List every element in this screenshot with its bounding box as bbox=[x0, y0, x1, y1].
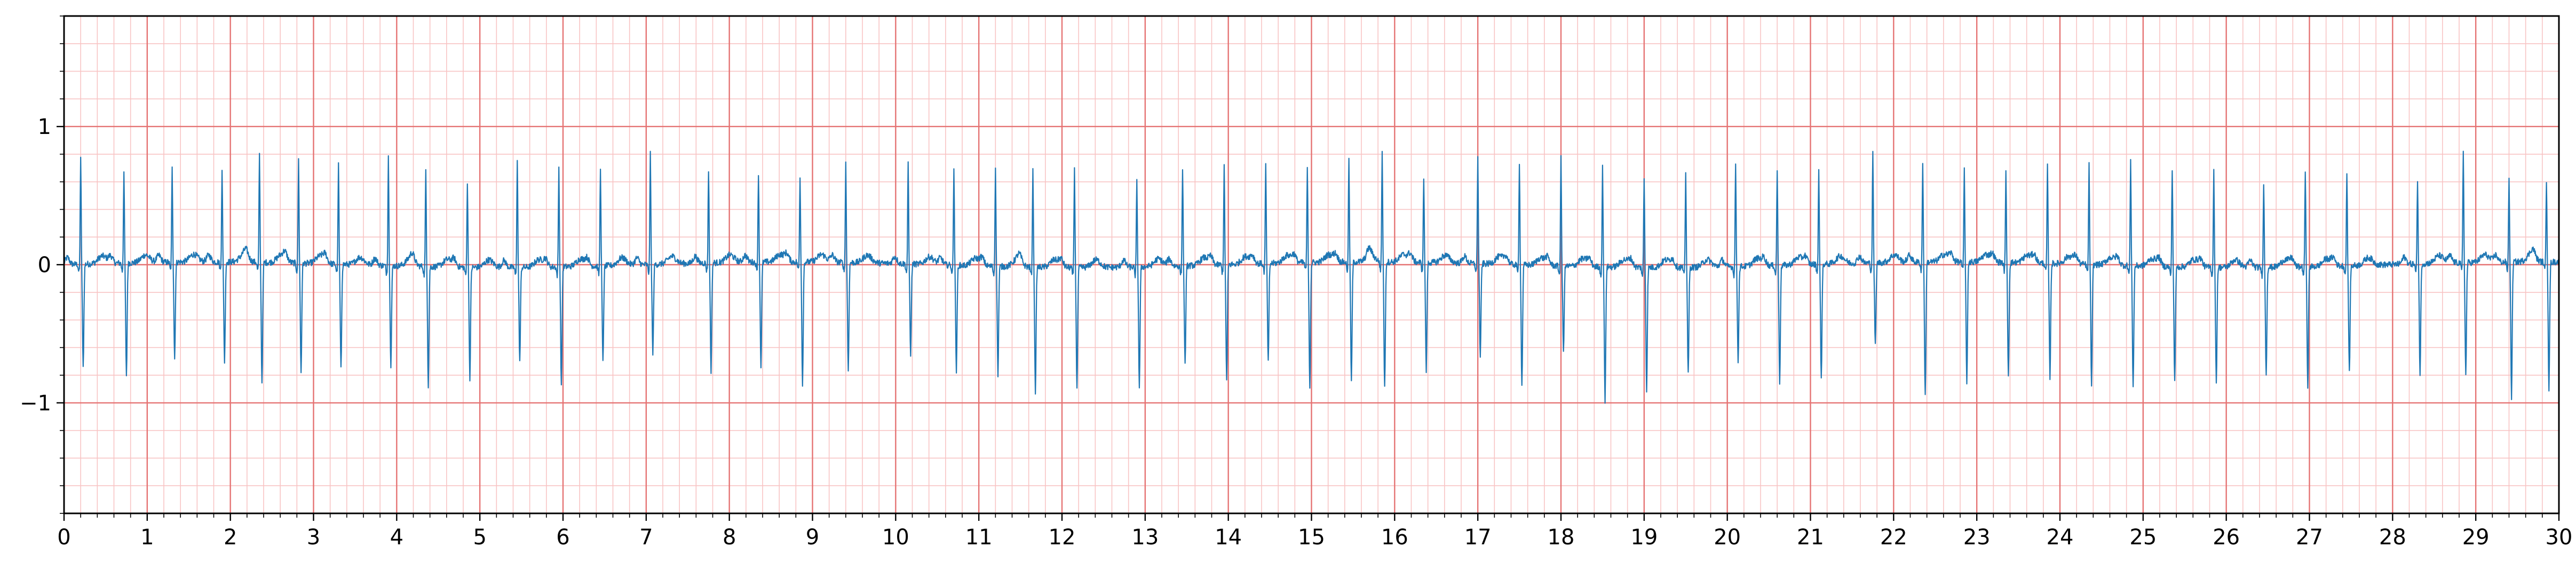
x-tick-label: 30 bbox=[2546, 525, 2573, 550]
x-tick-label: 23 bbox=[1963, 525, 1991, 550]
x-tick-label: 15 bbox=[1298, 525, 1325, 550]
x-tick-label: 10 bbox=[882, 525, 909, 550]
ticks bbox=[57, 15, 2560, 521]
x-tick-label: 5 bbox=[473, 525, 486, 550]
x-tick-label: 11 bbox=[965, 525, 993, 550]
x-tick-label: 0 bbox=[57, 525, 70, 550]
x-tick-label: 27 bbox=[2296, 525, 2323, 550]
x-tick-label: 9 bbox=[806, 525, 819, 550]
x-tick-label: 14 bbox=[1215, 525, 1242, 550]
x-tick-label: 26 bbox=[2213, 525, 2240, 550]
x-tick-label: 20 bbox=[1714, 525, 1741, 550]
x-tick-label: 8 bbox=[723, 525, 736, 550]
x-tick-label: 18 bbox=[1548, 525, 1575, 550]
y-tick-label: 0 bbox=[38, 253, 51, 277]
x-tick-label: 21 bbox=[1797, 525, 1824, 550]
x-tick-label: 6 bbox=[556, 525, 569, 550]
x-tick-label: 19 bbox=[1630, 525, 1658, 550]
x-tick-label: 4 bbox=[390, 525, 403, 550]
x-tick-label: 29 bbox=[2462, 525, 2490, 550]
x-tick-label: 25 bbox=[2129, 525, 2157, 550]
ecg-series-line bbox=[63, 150, 2559, 404]
series-layer bbox=[63, 150, 2559, 404]
x-tick-label: 1 bbox=[140, 525, 154, 550]
x-tick-label: 2 bbox=[224, 525, 237, 550]
x-tick-label: 24 bbox=[2047, 525, 2074, 550]
x-tick-label: 3 bbox=[307, 525, 320, 550]
x-tick-label: 13 bbox=[1131, 525, 1159, 550]
y-tick-label: −1 bbox=[20, 391, 51, 416]
x-tick-label: 7 bbox=[639, 525, 653, 550]
tick-labels: 0 1 2 3 4 5 6 7 8 9 10 11 12 13 14 15 16 17 18 19 20 21 22 23 24… bbox=[20, 115, 2572, 550]
y-tick-label: 1 bbox=[38, 115, 51, 139]
x-tick-label: 17 bbox=[1464, 525, 1492, 550]
x-tick-label: 12 bbox=[1049, 525, 1076, 550]
x-tick-label: 16 bbox=[1381, 525, 1408, 550]
x-tick-label: 28 bbox=[2379, 525, 2406, 550]
x-tick-label: 22 bbox=[1880, 525, 1907, 550]
